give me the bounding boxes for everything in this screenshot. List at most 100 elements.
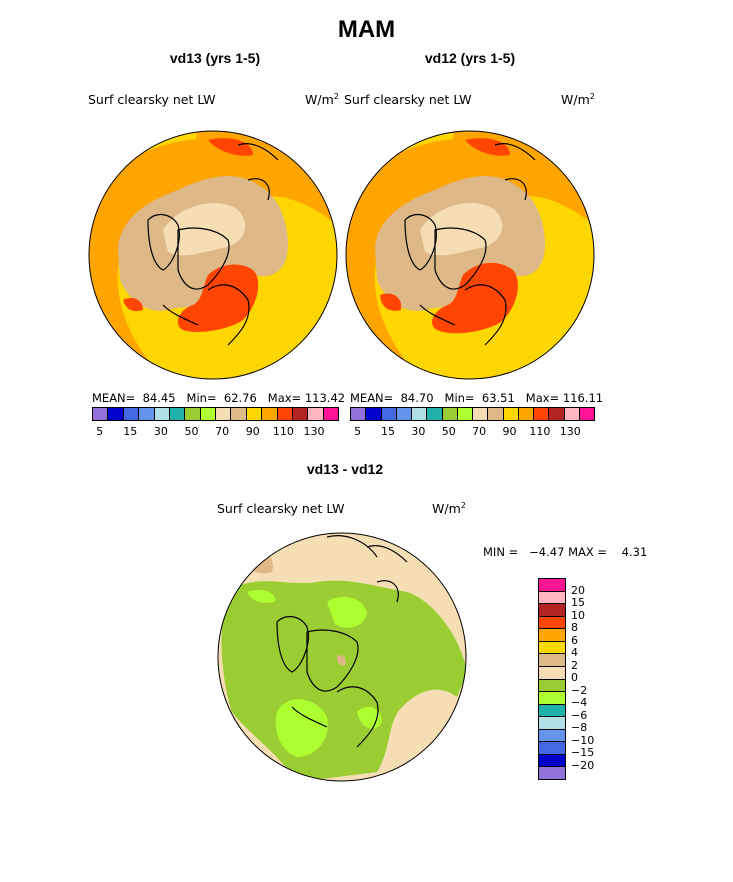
panel2-colorbar-ticks: 5 15 30 50 70 90 110 130	[350, 425, 593, 439]
colorbar-swatch	[539, 654, 565, 667]
colorbar-swatch	[154, 408, 170, 420]
colorbar-swatch	[539, 717, 565, 730]
colorbar-swatch	[262, 408, 278, 420]
colorbar-swatch	[351, 408, 367, 420]
colorbar-tick-label: 8	[571, 621, 578, 634]
colorbar-swatch	[366, 408, 382, 420]
colorbar-swatch	[518, 408, 534, 420]
colorbar-swatch	[123, 408, 140, 420]
colorbar-tick-label: 70	[472, 425, 487, 438]
diff-minmax: MIN = −4.47 MAX = 4.31	[483, 545, 648, 559]
colorbar-swatch	[93, 408, 109, 420]
colorbar-swatch	[539, 692, 565, 705]
colorbar-swatch	[473, 408, 489, 420]
colorbar-tick-label: 130	[303, 425, 325, 438]
panel1-colorbar-ticks: 5 15 30 50 70 90 110 130	[92, 425, 337, 439]
colorbar-tick-label: −4	[571, 696, 588, 709]
colorbar-swatch	[185, 408, 201, 420]
colorbar-tick-label: 5	[354, 425, 362, 438]
colorbar-swatch	[534, 408, 550, 420]
colorbar-tick-label: 90	[245, 425, 260, 438]
colorbar-tick-label: 30	[411, 425, 426, 438]
colorbar-swatch	[308, 408, 324, 420]
colorbar-swatch	[579, 408, 594, 420]
colorbar-swatch	[539, 604, 565, 617]
map-outline	[88, 130, 338, 380]
colorbar-swatch	[231, 408, 247, 420]
colorbar-swatch	[539, 641, 565, 655]
colorbar-swatch	[549, 408, 565, 420]
colorbar-swatch	[539, 629, 565, 642]
colorbar-swatch	[442, 408, 458, 420]
colorbar-tick-label: 20	[571, 583, 585, 597]
panel1-units: W/m2	[305, 92, 339, 108]
map-fill-lightgreen	[275, 699, 328, 757]
colorbar-tick-label: −15	[571, 746, 595, 759]
colorbar-tick-label: 15	[123, 425, 138, 438]
colorbar-tick-label: 90	[502, 425, 517, 438]
colorbar-tick-label: 130	[559, 425, 581, 438]
colorbar-swatch	[564, 408, 580, 420]
panel1-stats: MEAN= 84.45 Min= 62.76 Max= 113.42	[92, 391, 346, 405]
colorbar-swatch	[539, 591, 565, 605]
colorbar-tick-label: 2	[571, 658, 578, 672]
diff-map	[217, 532, 467, 782]
colorbar-swatch	[539, 754, 565, 768]
panel1-map	[88, 130, 338, 380]
panel1-subtitle: vd13 (yrs 1-5)	[169, 50, 261, 66]
panel2-subtitle: vd12 (yrs 1-5)	[424, 50, 516, 66]
colorbar-swatch	[277, 408, 293, 420]
colorbar-swatch	[169, 408, 186, 420]
panel2-units: W/m2	[561, 92, 595, 108]
colorbar-tick-label: −6	[571, 708, 588, 722]
colorbar-swatch	[539, 742, 565, 755]
colorbar-tick-label: −10	[571, 733, 595, 747]
colorbar-swatch	[427, 408, 443, 420]
colorbar-tick-label: 6	[571, 633, 578, 647]
diff-colorbar	[538, 578, 566, 780]
colorbar-tick-label: −20	[571, 758, 595, 772]
diff-field-label: Surf clearsky net LW	[217, 501, 345, 516]
colorbar-tick-label: 10	[571, 608, 585, 622]
colorbar-tick-label: 110	[272, 425, 294, 438]
colorbar-tick-label: 30	[153, 425, 168, 438]
colorbar-swatch	[539, 666, 565, 680]
colorbar-tick-label: 50	[184, 425, 199, 438]
colorbar-tick-label: 0	[571, 671, 578, 684]
colorbar-swatch	[539, 579, 565, 592]
colorbar-swatch	[503, 408, 519, 420]
colorbar-tick-label: 5	[96, 425, 104, 438]
colorbar-tick-label: −2	[571, 683, 588, 697]
colorbar-tick-label: 70	[215, 425, 230, 438]
colorbar-swatch	[488, 408, 504, 420]
colorbar-swatch	[292, 408, 309, 420]
colorbar-swatch	[412, 408, 428, 420]
colorbar-swatch	[381, 408, 397, 420]
colorbar-swatch	[200, 408, 216, 420]
colorbar-swatch	[108, 408, 124, 420]
colorbar-swatch	[539, 729, 565, 743]
colorbar-swatch	[539, 616, 565, 630]
colorbar-tick-label: 110	[529, 425, 551, 438]
colorbar-tick-label: 15	[571, 596, 585, 609]
diff-subtitle: vd13 - vd12	[306, 461, 384, 477]
colorbar-swatch	[396, 408, 412, 420]
panel2-field-label: Surf clearsky net LW	[344, 92, 472, 107]
map-fill-orange	[89, 137, 337, 379]
diff-units: W/m2	[432, 501, 466, 517]
colorbar-swatch	[139, 408, 155, 420]
colorbar-swatch	[246, 408, 263, 420]
colorbar-tick-label: 15	[380, 425, 395, 438]
colorbar-tick-label: 50	[441, 425, 456, 438]
colorbar-swatch	[457, 408, 473, 420]
colorbar-tick-label: −8	[571, 721, 588, 734]
map-fill-red	[177, 264, 259, 332]
panel2-stats: MEAN= 84.70 Min= 63.51 Max= 116.11	[350, 391, 604, 405]
figure-title: MAM	[337, 16, 396, 43]
diff-colorbar-ticks: 20 15 10 8 6 4 2 0 −2 −4 −6 −8 −10 −15 −20	[571, 578, 611, 778]
panel2-colorbar	[350, 407, 595, 421]
colorbar-swatch	[539, 704, 565, 718]
colorbar-swatch	[539, 679, 565, 693]
panel1-colorbar	[92, 407, 339, 421]
coastline	[147, 213, 180, 271]
